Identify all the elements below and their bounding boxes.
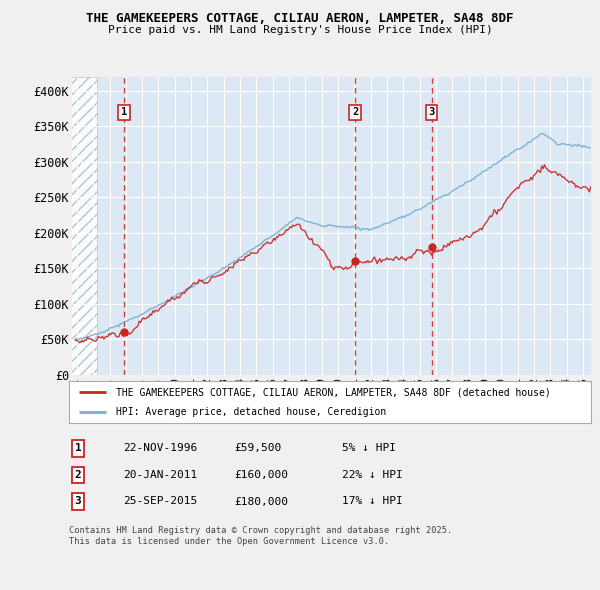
Text: 22-NOV-1996: 22-NOV-1996	[123, 444, 197, 453]
Text: 2: 2	[352, 107, 358, 117]
Text: THE GAMEKEEPERS COTTAGE, CILIAU AERON, LAMPETER, SA48 8DF: THE GAMEKEEPERS COTTAGE, CILIAU AERON, L…	[86, 12, 514, 25]
Text: 17% ↓ HPI: 17% ↓ HPI	[342, 497, 403, 506]
Text: £59,500: £59,500	[234, 444, 281, 453]
Text: £160,000: £160,000	[234, 470, 288, 480]
Text: Contains HM Land Registry data © Crown copyright and database right 2025.
This d: Contains HM Land Registry data © Crown c…	[69, 526, 452, 546]
Text: 22% ↓ HPI: 22% ↓ HPI	[342, 470, 403, 480]
Text: £180,000: £180,000	[234, 497, 288, 506]
Text: 2: 2	[74, 470, 82, 480]
Text: 1: 1	[74, 444, 82, 453]
Text: 25-SEP-2015: 25-SEP-2015	[123, 497, 197, 506]
Text: HPI: Average price, detached house, Ceredigion: HPI: Average price, detached house, Cere…	[116, 407, 386, 417]
Text: 3: 3	[428, 107, 434, 117]
Text: 1: 1	[121, 107, 127, 117]
Text: 20-JAN-2011: 20-JAN-2011	[123, 470, 197, 480]
Bar	[69, 77, 97, 375]
Text: 3: 3	[74, 497, 82, 506]
Text: 5% ↓ HPI: 5% ↓ HPI	[342, 444, 396, 453]
Text: Price paid vs. HM Land Registry's House Price Index (HPI): Price paid vs. HM Land Registry's House …	[107, 25, 493, 35]
Text: THE GAMEKEEPERS COTTAGE, CILIAU AERON, LAMPETER, SA48 8DF (detached house): THE GAMEKEEPERS COTTAGE, CILIAU AERON, L…	[116, 387, 551, 397]
